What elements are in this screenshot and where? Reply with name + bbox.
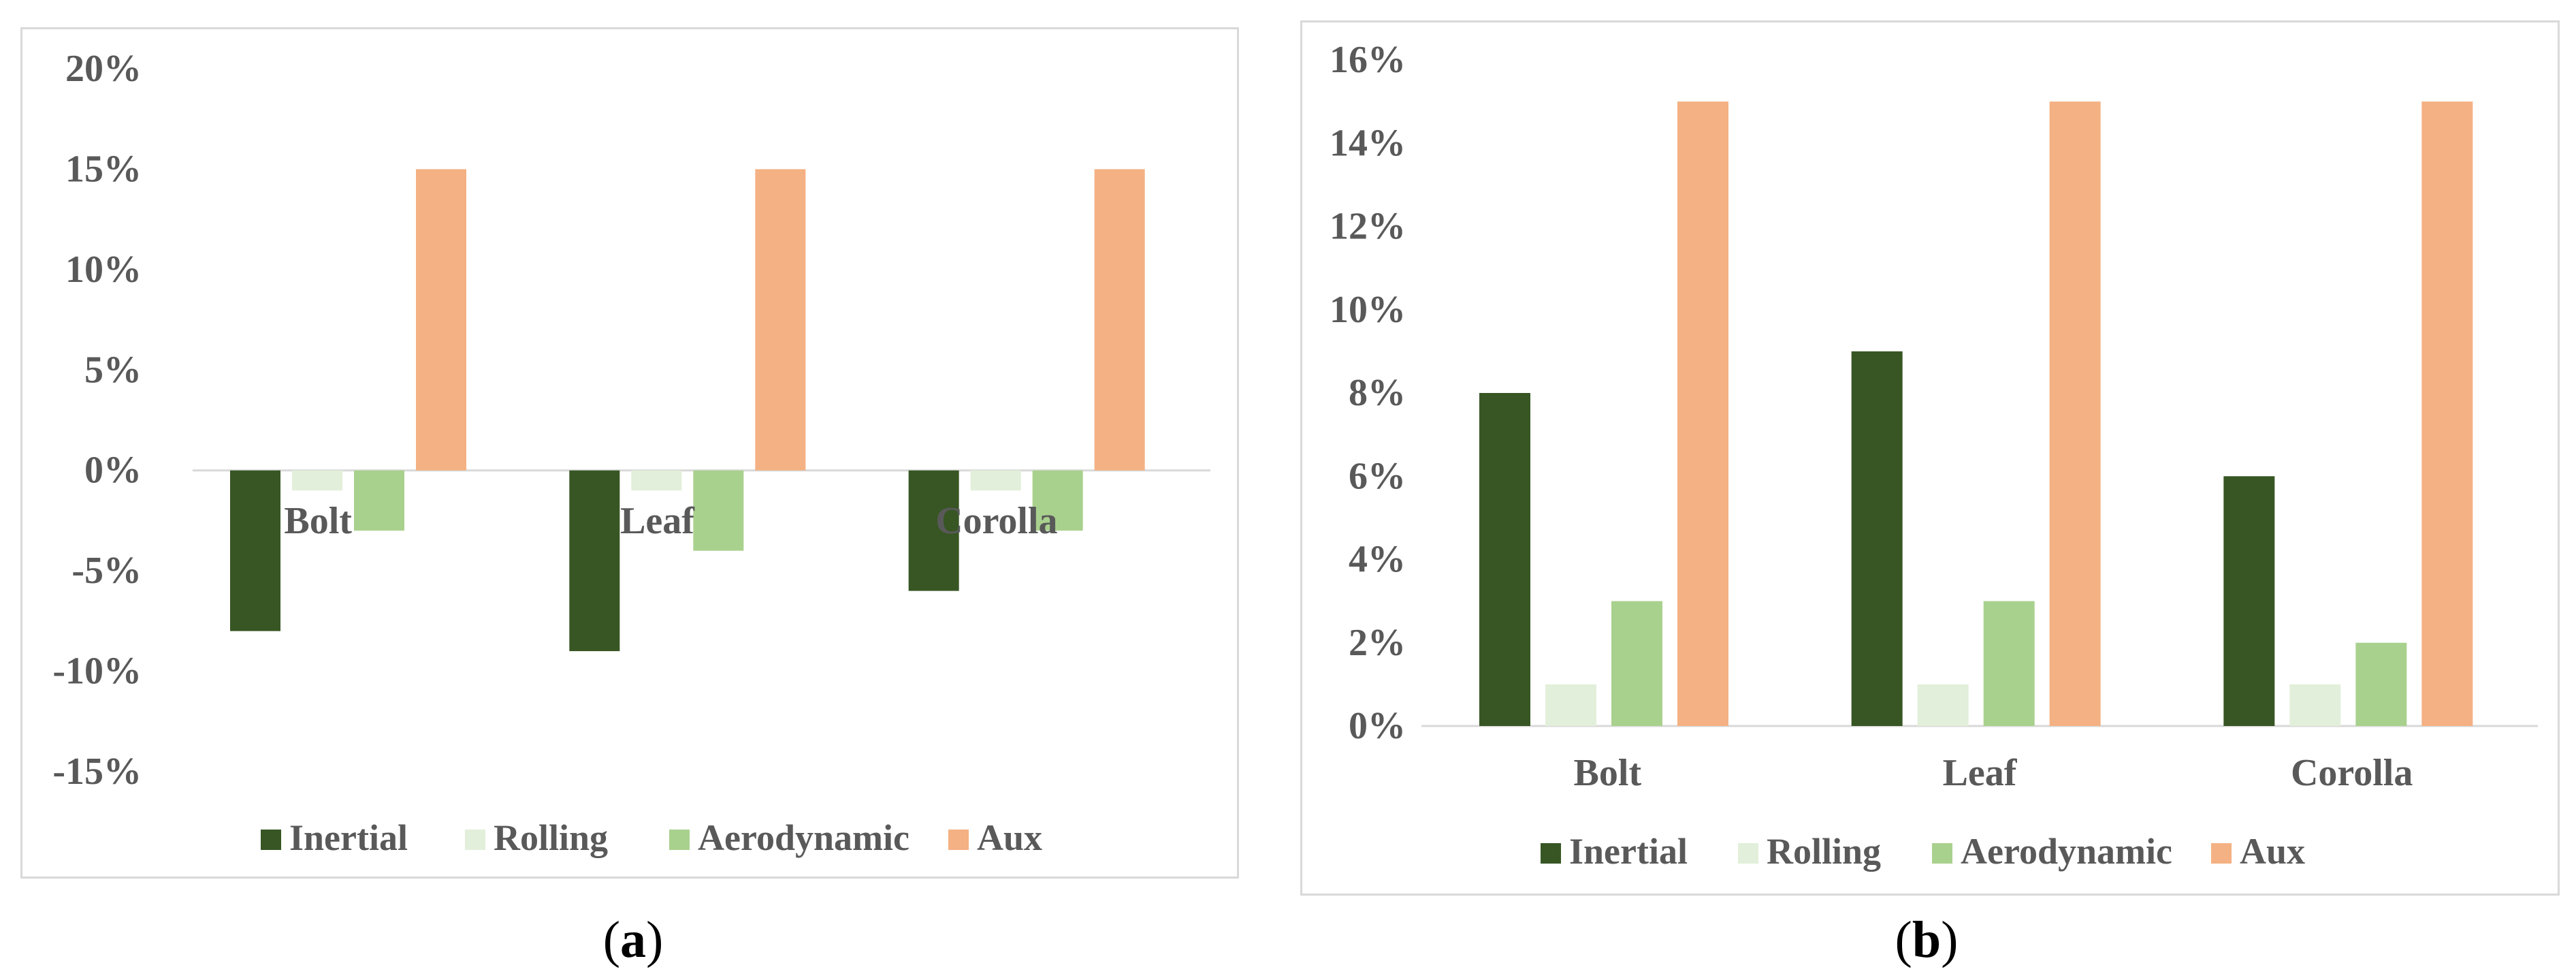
chart-b-panel: 16% 14% 12% 10% 8% 6% 4% 2% 0% Bolt Leaf Corolla Ine… — [1300, 20, 2560, 896]
y-tick-label: 2% — [1349, 622, 1406, 664]
bar-inertial-corolla — [908, 470, 959, 591]
y-tick-label: 14% — [1330, 122, 1406, 164]
y-tick-label: -10% — [52, 650, 142, 693]
legend-label-aerodynamic: Aerodynamic — [698, 817, 909, 858]
bar-inertial-bolt — [230, 470, 280, 631]
y-tick-label: 4% — [1349, 539, 1406, 581]
bar-aerodynamic-leaf — [693, 470, 744, 551]
legend-swatch-aerodynamic — [1932, 843, 1952, 864]
category-label: Leaf — [1943, 752, 2018, 794]
bar-inertial-leaf — [1851, 351, 1903, 726]
bar-aux-corolla — [2421, 101, 2473, 726]
legend-swatch-aux — [2211, 843, 2232, 864]
category-label: Corolla — [935, 500, 1057, 542]
bar-aux-corolla — [1094, 169, 1145, 471]
bar-aux-leaf — [2049, 101, 2101, 726]
y-tick-label: 10% — [1330, 289, 1406, 331]
caption-b: (b) — [1895, 911, 1959, 968]
legend-swatch-inertial — [1541, 843, 1561, 864]
legend-swatch-aerodynamic — [669, 830, 690, 850]
y-tick-label: 0% — [1349, 705, 1406, 747]
y-tick-label: 6% — [1349, 455, 1406, 497]
legend-label-aerodynamic: Aerodynamic — [1961, 831, 2172, 872]
y-tick-label: 16% — [1330, 39, 1406, 81]
chart-b: 16% 14% 12% 10% 8% 6% 4% 2% 0% Bolt Leaf Corolla Ine… — [1330, 39, 2538, 872]
bar-inertial-corolla — [2223, 476, 2275, 726]
legend-label-inertial: Inertial — [1569, 831, 1688, 872]
chart-a: 20% 15% 10% 5% 0% -5% -10% -15% Bolt Leaf Corolla I… — [52, 48, 1210, 858]
legend-label-aux: Aux — [977, 817, 1042, 858]
legend-swatch-inertial — [261, 830, 281, 850]
legend-swatch-aux — [948, 830, 969, 850]
y-tick-label: 15% — [65, 148, 142, 190]
legend-label-rolling: Rolling — [494, 817, 608, 858]
y-tick-label: -15% — [52, 751, 142, 793]
bar-rolling-bolt — [292, 470, 342, 491]
legend-swatch-rolling — [465, 830, 485, 850]
category-label: Leaf — [620, 500, 695, 542]
bar-rolling-leaf — [1917, 684, 1969, 726]
y-tick-label: -5% — [71, 550, 142, 592]
chart-a-panel: 20% 15% 10% 5% 0% -5% -10% -15% Bolt Leaf Corolla I… — [20, 27, 1239, 879]
bar-aux-bolt — [1677, 101, 1728, 726]
bar-rolling-bolt — [1545, 684, 1596, 726]
y-tick-label: 0% — [84, 449, 142, 492]
bar-aux-bolt — [416, 169, 466, 471]
y-tick-label: 12% — [1330, 206, 1406, 248]
legend-label-inertial: Inertial — [289, 817, 408, 858]
y-tick-label: 8% — [1349, 372, 1406, 414]
bar-aerodynamic-corolla — [1032, 470, 1083, 531]
bar-aerodynamic-corolla — [2355, 642, 2407, 726]
y-tick-label: 20% — [65, 48, 142, 90]
bar-aux-leaf — [755, 169, 806, 471]
bar-rolling-corolla — [970, 470, 1021, 491]
legend-label-aux: Aux — [2240, 831, 2305, 872]
bar-inertial-leaf — [569, 470, 620, 652]
category-label: Corolla — [2291, 752, 2413, 794]
legend-swatch-rolling — [1738, 843, 1758, 864]
y-tick-label: 5% — [84, 349, 142, 391]
bar-aerodynamic-leaf — [1983, 601, 2035, 726]
category-label: Bolt — [284, 500, 352, 542]
legend-label-rolling: Rolling — [1767, 831, 1881, 872]
bar-rolling-corolla — [2289, 684, 2341, 726]
y-tick-label: 10% — [65, 249, 142, 291]
bar-aerodynamic-bolt — [354, 470, 404, 531]
category-label: Bolt — [1574, 752, 1642, 794]
bar-rolling-leaf — [631, 470, 682, 491]
caption-a: (a) — [603, 911, 664, 968]
bar-aerodynamic-bolt — [1611, 601, 1662, 726]
bar-inertial-bolt — [1479, 393, 1530, 726]
